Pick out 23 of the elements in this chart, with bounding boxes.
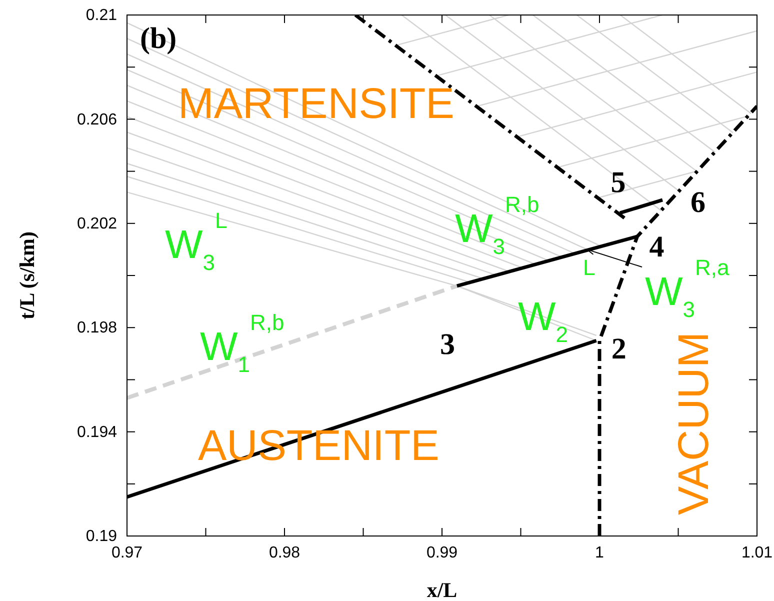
annotation: (b) [140,22,177,55]
y-tick-label: 0.21 [86,7,118,24]
annotation: 3 [440,328,455,361]
annotation: 5 [610,166,626,200]
y-tick-label: 0.206 [76,111,118,128]
y-tick-label: 0.19 [86,528,118,546]
annotation: 2 [611,332,626,366]
x-axis-title: x/L [426,578,458,601]
x-tick-label: 0.97 [111,544,143,562]
y-tick-label: 0.194 [76,424,118,441]
y-tick-label: 0.202 [76,216,118,233]
annotation: W$_{2}$ [518,295,568,347]
y-tick-label: 0.198 [76,320,118,337]
annotation: 4 [649,230,664,264]
x-tick-label: 0.99 [426,544,458,562]
x-tick-label: 1.01 [741,544,773,562]
annotation: MARTENSITE [178,80,454,128]
annotation: VACUUM [670,332,718,515]
x-tick-label: 1 [595,544,604,562]
annotation: 6 [690,186,706,219]
annotation: L [583,255,596,280]
x-tick-label: 0.98 [268,544,300,562]
y-axis-title: t/L (s/km) [15,231,39,320]
